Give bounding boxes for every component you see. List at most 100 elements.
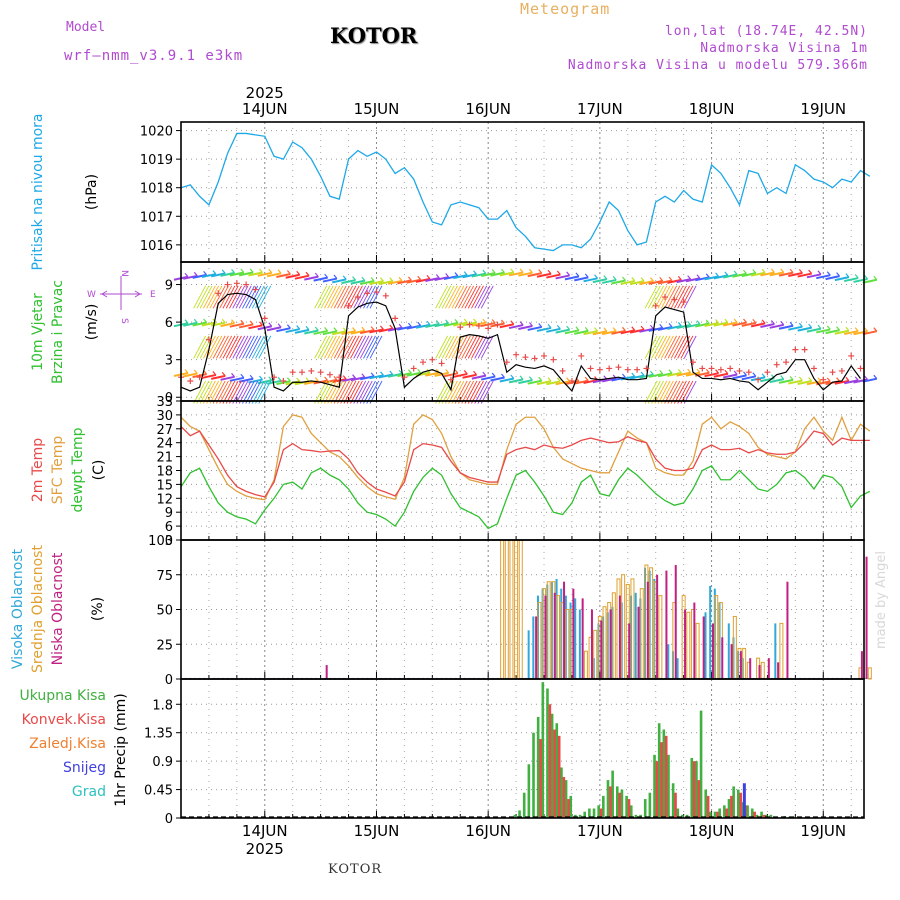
wind-barb-flag: [491, 372, 496, 377]
precip-bar: [562, 776, 566, 818]
wind-barb-flag: [259, 375, 263, 380]
wind-hatch: [330, 285, 344, 309]
wind-barb: [518, 325, 533, 330]
wind-barb: [825, 275, 840, 281]
precip-bar: [592, 808, 596, 818]
wind-barb: [862, 278, 878, 284]
wind-barb-flag: [761, 268, 766, 274]
model-label: Model: [66, 20, 106, 35]
wind-barb: [862, 377, 878, 383]
wind-barb-flag: [370, 372, 375, 377]
wind-hatch: [441, 335, 455, 359]
wind-hatch: [670, 285, 684, 309]
wind-barb-flag: [687, 368, 692, 374]
cloud-bar-mid: [500, 539, 505, 680]
wind-hatch: [258, 335, 272, 359]
wind-hatch: [232, 335, 246, 359]
wind-barb-flag: [687, 321, 692, 326]
cloud-bar-low: [646, 581, 649, 679]
wind-barb-flag: [398, 323, 403, 329]
wind-hatch: [258, 380, 272, 404]
wind-barb: [546, 327, 561, 333]
wind-barb-flag: [798, 269, 803, 274]
wind-gust-marker: [513, 351, 520, 358]
wind-hatch: [654, 335, 668, 359]
precip-legend-item: Ukupna Kisa: [19, 688, 106, 704]
top-date-label: 19JUN: [800, 100, 846, 118]
wind-barb-flag: [370, 326, 375, 331]
wind-hatch: [343, 380, 357, 404]
wind-barb-flag: [854, 274, 859, 279]
temp-ytick-label: 9: [165, 506, 173, 521]
wind-gust-marker: [354, 294, 361, 301]
wind-hatch: [467, 380, 481, 404]
wind-barb: [183, 372, 198, 378]
wind-barb: [332, 330, 347, 336]
wind-hatch: [212, 285, 226, 309]
wind-barb-flag: [314, 326, 319, 331]
wind-hatch: [216, 380, 229, 404]
wind-gust-marker: [252, 286, 259, 293]
wind-hatch: [677, 285, 691, 309]
cloud-bar-low: [637, 606, 640, 679]
wind-barb: [201, 373, 217, 379]
precip-bar: [618, 792, 621, 818]
wind-hatch: [664, 285, 678, 309]
wind-barb-flag: [277, 323, 282, 328]
wind-hatch: [327, 335, 341, 359]
wind-barb: [443, 372, 459, 378]
wind-barb: [415, 323, 431, 329]
wind-hatch: [683, 380, 697, 404]
wind-hatch: [324, 335, 337, 359]
wind-gust-marker: [848, 352, 855, 359]
wind-barb-flag: [603, 275, 608, 280]
wind-barb: [257, 271, 272, 277]
wind-barb: [397, 325, 412, 331]
wind-gust-marker: [699, 365, 706, 372]
wind-barb: [583, 330, 598, 336]
wind-barb: [462, 373, 477, 379]
wind-barb-flag: [277, 269, 282, 274]
wind-hatch: [454, 285, 468, 309]
wind-hatch: [229, 380, 242, 404]
wind-barb-flag: [426, 320, 431, 326]
pressure-ytick-label: 1016: [140, 239, 173, 254]
wind-barb: [778, 378, 794, 384]
cloud-bar-mid: [686, 611, 691, 680]
cloud-bar-mid: [555, 595, 560, 680]
wind-barb-flag: [473, 270, 478, 275]
precip-ytick-label: 0: [165, 812, 173, 827]
cloud-bar-low: [721, 637, 724, 679]
cloud-bar-mid: [583, 650, 588, 680]
wind-gust-marker: [364, 290, 371, 297]
wind-barb-flag: [547, 269, 552, 275]
wind-barb-flag: [305, 271, 310, 277]
wind-hatch: [664, 335, 678, 359]
wind-barb: [657, 372, 673, 378]
wind-gust-marker: [662, 294, 669, 301]
wind-hatch: [206, 335, 220, 359]
cloud-bar-mid: [732, 615, 737, 680]
wind-barb: [313, 276, 328, 282]
wind-barb: [685, 371, 701, 377]
cloud-unit: (%): [90, 597, 106, 621]
wind-barb-flag: [649, 324, 654, 330]
precip-bar: [564, 780, 568, 818]
wind-barb: [769, 271, 784, 277]
wind-hatch: [340, 335, 354, 359]
cloud-bar-low: [730, 644, 733, 679]
wind-barb: [508, 378, 524, 384]
wind-barb: [527, 325, 542, 331]
wind-barb-flag: [733, 270, 738, 275]
wind-barb: [853, 330, 868, 336]
wind-barb-flag: [668, 276, 673, 281]
wind-hatch: [467, 335, 481, 359]
wind-speed-line: [180, 292, 861, 393]
precip-bars: [513, 682, 801, 818]
precip-bar: [513, 814, 517, 818]
wind-barb-flag: [640, 277, 645, 282]
precip-bar: [578, 814, 582, 818]
wind-hatch: [235, 285, 249, 309]
wind-hatch: [651, 335, 664, 359]
wind-barb-flag: [743, 269, 747, 275]
